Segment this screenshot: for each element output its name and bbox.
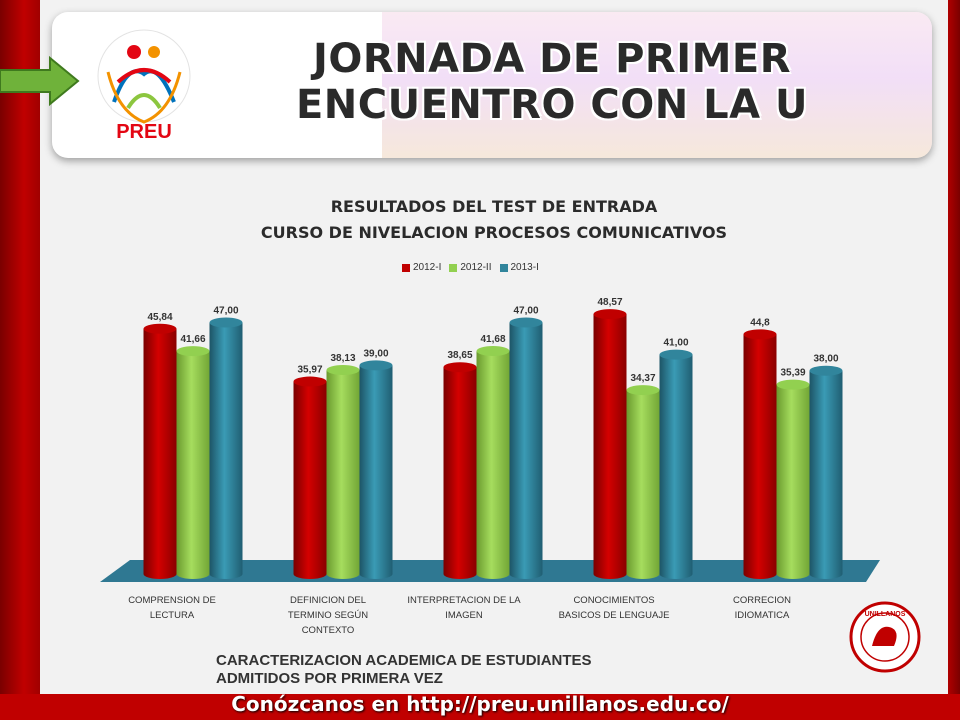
data-label-2013-i-4: 41,00 xyxy=(663,338,688,349)
chart-legend: 2012-I 2012-II 2013-I xyxy=(402,262,539,273)
caption-line-2: ADMITIDOS POR PRIMERA VEZ xyxy=(216,670,443,687)
legend-item-2013-i: 2013-I xyxy=(499,262,539,273)
website-link[interactable]: Conózcanos en http://preu.unillanos.edu.… xyxy=(231,692,729,716)
bar-2012-i-2 xyxy=(293,376,327,579)
header-decoration xyxy=(382,12,932,158)
data-label-2012-ii-1: 41,66 xyxy=(180,334,205,345)
legend-swatch xyxy=(449,263,458,272)
header-banner: JORNADA DE PRIMER ENCUENTRO CON LA U xyxy=(52,12,932,158)
bar-2012-i-3 xyxy=(443,362,477,579)
seal-pelican-icon xyxy=(872,626,897,646)
chart-x-axis-labels: COMPRENSION DE LECTURA DEFINICION DEL TERMI… xyxy=(128,595,791,636)
data-label-2013-i-3: 47,00 xyxy=(513,306,538,317)
bar-2013-i-3 xyxy=(509,317,543,579)
data-label-2012-i-5: 44,8 xyxy=(750,317,770,328)
legend-swatch xyxy=(402,263,410,272)
logo-text: PREU xyxy=(116,121,172,142)
chart-title: RESULTADOS DEL TEST DE ENTRADA xyxy=(330,197,658,216)
bar-2013-i-5 xyxy=(809,365,843,579)
right-red-border xyxy=(948,0,960,720)
legend-item-2012-i: 2012-I xyxy=(402,262,441,273)
legend-label: 2012-I xyxy=(413,262,442,273)
caption: CARACTERIZACION ACADEMICA DE ESTUDIANTES… xyxy=(216,652,736,688)
title-line-2: ENCUENTRO CON LA U xyxy=(295,82,809,128)
x-tick-label-4: CONOCIMIENTOS BASICOS DE LENGUAJE xyxy=(559,595,670,621)
legend-label: 2013-I xyxy=(510,262,539,273)
caption-line-1: CARACTERIZACION ACADEMICA DE ESTUDIANTES xyxy=(216,652,592,669)
bottom-red-band xyxy=(0,694,960,720)
chart-bars: 45,84 35,97 38,65 48,57 44,8 41,66 38,13 41,68 3… xyxy=(143,297,843,579)
bar-2012-ii-3 xyxy=(476,346,510,579)
logo-figure-head-icon xyxy=(127,45,141,59)
data-label-2012-i-2: 35,97 xyxy=(297,365,322,376)
left-red-border xyxy=(0,0,40,720)
x-tick-label-3: INTERPRETACION DE LA IMAGEN xyxy=(407,595,521,621)
bar-2013-i-1 xyxy=(209,317,243,579)
bar-2012-ii-5 xyxy=(776,379,810,579)
data-label-2012-ii-2: 38,13 xyxy=(330,353,355,364)
data-label-2013-i-1: 47,00 xyxy=(213,306,238,317)
chart-subtitle: CURSO DE NIVELACION PROCESOS COMUNICATIV… xyxy=(260,223,728,242)
bar-2012-ii-4 xyxy=(626,385,660,579)
legend-item-2012-ii: 2012-II xyxy=(449,262,492,273)
legend-label: 2012-II xyxy=(460,262,492,273)
legend-swatch xyxy=(499,263,508,272)
bar-2013-i-4 xyxy=(659,349,693,579)
data-label-2012-ii-4: 34,37 xyxy=(630,373,655,384)
title-line-1: JORNADA DE PRIMER xyxy=(312,36,792,82)
bar-2012-i-1 xyxy=(143,323,177,579)
data-label-2013-i-5: 38,00 xyxy=(813,354,838,365)
data-label-2012-i-3: 38,65 xyxy=(447,350,472,361)
data-label-2012-ii-5: 35,39 xyxy=(780,368,805,379)
data-label-2013-i-2: 39,00 xyxy=(363,348,388,359)
data-label-2012-ii-3: 41,68 xyxy=(480,334,505,345)
bar-2012-i-5 xyxy=(743,329,777,579)
data-label-2012-i-4: 48,57 xyxy=(597,297,622,308)
green-arrow-icon xyxy=(0,56,80,106)
x-tick-label-2: DEFINICION DEL TERMINO SEGÚN CONTEXTO xyxy=(288,595,368,636)
seal-text: UNILLANOS xyxy=(865,611,906,618)
chart-title-block: RESULTADOS DEL TEST DE ENTRADA CURSO DE … xyxy=(40,194,948,246)
bar-2012-ii-2 xyxy=(326,365,360,579)
unillanos-seal: UNILLANOS xyxy=(849,601,921,673)
page-title: JORNADA DE PRIMER ENCUENTRO CON LA U xyxy=(252,36,852,128)
preu-logo: PREU xyxy=(97,29,191,142)
x-tick-label-1: COMPRENSION DE LECTURA xyxy=(128,595,216,621)
bar-2013-i-2 xyxy=(359,360,393,579)
data-label-2012-i-1: 45,84 xyxy=(147,312,172,323)
bar-2012-ii-1 xyxy=(176,346,210,579)
bar-2012-i-4 xyxy=(593,309,627,579)
x-tick-label-5: CORRECION IDIOMATICA xyxy=(733,595,791,621)
